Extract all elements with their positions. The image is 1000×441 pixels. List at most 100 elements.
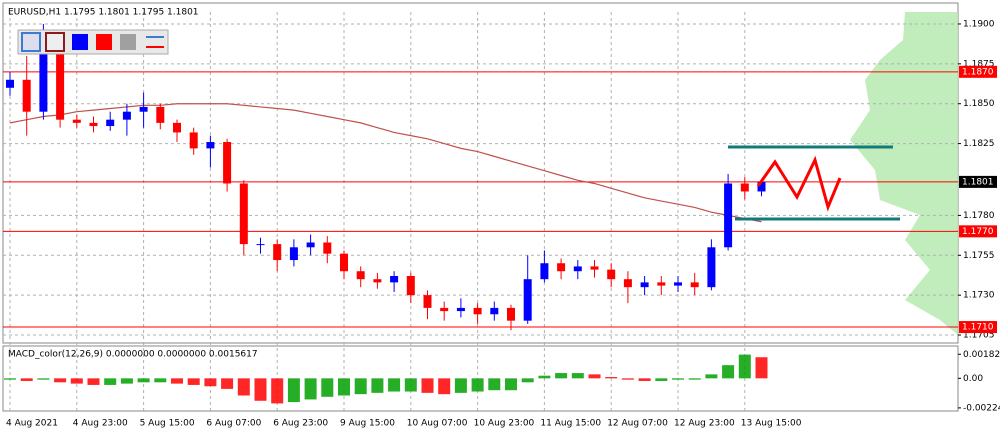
macd-bar [688,378,701,380]
candle-body [289,247,298,261]
y-tick-label: 0.00 [963,374,983,384]
y-tick-label: 1.1850 [963,99,995,109]
candle-body [22,79,31,112]
candle-body [724,183,733,248]
chart-title: EURUSD,H1 1.1795 1.1801 1.1795 1.1801 [8,8,199,18]
candle-body [189,132,198,149]
price-label-box [959,175,997,188]
macd-bar [438,378,451,395]
y-tick-label: 1.1780 [963,211,995,221]
candle-body [557,263,566,272]
candle-body [473,307,482,315]
plot-layer: 1.1705 1.1730 1.1755 1.1780 1.1825 1.1850 1.18… [3,12,1000,429]
y-tick-label: 1.1705 [963,331,995,341]
candle-body [590,266,599,270]
macd-bar [304,378,317,400]
zigzag-drawing [756,155,842,212]
macd-bar [154,378,167,383]
candle-body [440,307,449,312]
price-label-box [959,225,997,238]
macd-bar [705,374,718,379]
macd-bar [638,378,651,381]
macd-bar [204,378,217,387]
candle-body [373,279,382,283]
macd-bar [505,378,517,391]
macd-bar [571,373,584,379]
macd-bar [605,377,618,379]
macd-bar [738,354,751,379]
price-label: 1.1710 [962,323,994,333]
tool-button[interactable] [45,32,65,52]
candle-body [106,119,115,127]
macd-bar [237,378,250,396]
candle-body [56,39,65,120]
macd-bar [70,378,83,384]
candle-body [206,142,215,149]
candle-body [122,111,131,120]
candle-body [156,106,165,123]
indicator-title: MACD_color(12,26,9) 0.0000000 0.0000000 … [8,350,258,360]
y-tick-label: 1.1730 [963,291,995,301]
macd-bar [321,378,334,397]
candle-body [740,183,749,192]
candle-body [173,122,181,133]
x-tick-label: 11 Aug 15:00 [540,419,601,429]
macd-bar [621,378,634,380]
candle-body [406,276,415,296]
candle-body [89,122,98,127]
x-tick-label: 10 Aug 23:00 [474,419,535,429]
macd-bar [488,378,501,391]
y-tick-label: 1.1875 [963,59,995,69]
macd-bar [187,378,200,385]
x-tick-label: 12 Aug 07:00 [607,419,668,429]
candle-body [640,282,649,288]
candle-body [273,244,282,261]
candle-body [256,244,265,246]
x-tick-label: 6 Aug 23:00 [273,419,328,429]
macd-bar [722,365,735,379]
macd-bar [354,378,367,395]
macd-bar [171,378,183,384]
macd-bar [4,378,16,380]
candle-body [72,119,81,123]
tool-button[interactable] [21,32,41,52]
macd-bar [104,378,117,385]
tool-button[interactable] [96,34,112,50]
candle-body [507,307,515,321]
x-tick-label: 12 Aug 23:00 [674,419,735,429]
y-tick-label: -0.00224 [963,403,1000,413]
candle-body [223,142,232,184]
x-tick-label: 5 Aug 15:00 [140,419,195,429]
macd-bar [471,378,484,392]
price-label: 1.1770 [962,227,994,237]
y-tick-label: 0.001825 [963,350,1000,360]
candle-body [456,307,465,312]
x-tick-label: 13 Aug 15:00 [741,419,802,429]
macd-bar [54,378,67,383]
macd-bar [755,357,768,379]
y-tick-label: 1.1825 [963,139,995,149]
y-tick-label: 1.1755 [963,251,995,261]
x-tick-label: 10 Aug 07:00 [407,419,468,429]
toolbar [17,29,169,55]
candle-body [39,39,48,112]
candle-body [6,79,14,88]
macd-bar [37,378,50,380]
macd-bar [672,378,684,380]
tool-button[interactable] [72,34,88,50]
macd-bar [521,378,534,383]
tool-button[interactable] [120,34,136,50]
candle-body [623,279,632,288]
macd-bar [20,378,33,381]
macd-bar [221,378,234,389]
macd-bar [404,378,417,392]
macd-bar [588,374,601,379]
candle-body [707,247,716,288]
y-tick-label: 1.1900 [963,19,995,29]
candle-body [340,253,348,272]
price-label: 1.1870 [962,67,994,77]
candle-body [757,181,766,192]
macd-bar [555,373,568,379]
candle-body [239,183,248,245]
